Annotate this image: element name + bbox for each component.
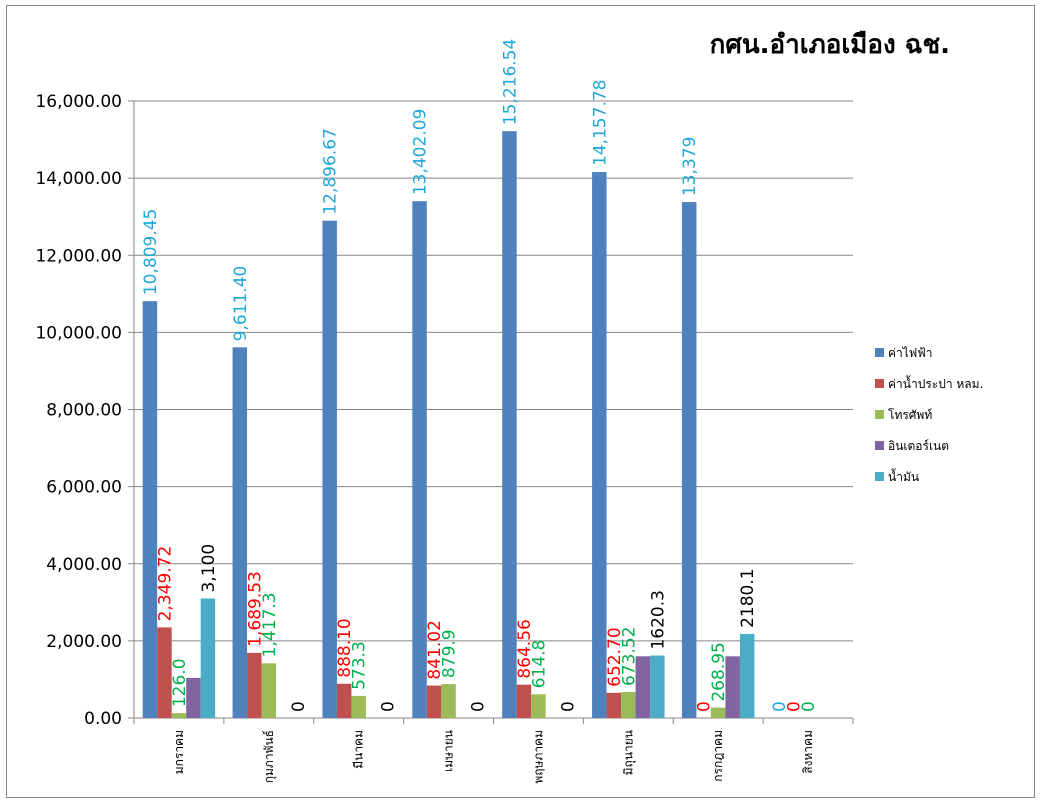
bar — [261, 663, 277, 718]
data-label: 888.10 — [335, 618, 355, 677]
bar — [606, 692, 622, 718]
bar — [681, 202, 697, 718]
labels-layer: 10,809.45 9,611.40 12,896.67 13,402.09 15,21… — [141, 39, 819, 712]
bar — [336, 683, 352, 718]
bar — [171, 713, 187, 718]
bar — [621, 692, 636, 718]
chart-svg: กศน.อำเภอเมือง ฉช. 0.00 2,000.00 4,000.00 6… — [35, 30, 983, 784]
data-label: 3,100 — [199, 544, 219, 593]
data-label: 0 — [770, 701, 790, 712]
x-category-label: กุมภาพันธ์ — [262, 730, 277, 783]
grid-layer — [134, 100, 853, 719]
x-category-label: มกราคม — [172, 730, 186, 774]
data-label: 879.9 — [440, 629, 460, 678]
bar — [157, 627, 172, 718]
y-tick-label: 4,000.00 — [46, 555, 122, 575]
y-tick-label: 12,000.00 — [35, 246, 122, 266]
data-label: 0 — [558, 701, 578, 712]
data-label: 0 — [785, 701, 805, 712]
data-label: 1,417.3 — [260, 592, 280, 657]
data-label: 13,379 — [680, 137, 700, 196]
y-tick-label: 6,000.00 — [46, 478, 122, 498]
x-category-label: เมษายน — [442, 730, 456, 772]
legend-label: ค่าไฟฟ้า — [888, 346, 933, 360]
bar — [426, 685, 442, 718]
data-label: 0 — [379, 701, 399, 712]
data-label: 0 — [289, 701, 309, 712]
data-label: 1,689.53 — [245, 571, 265, 647]
bar — [710, 707, 726, 718]
bar — [232, 347, 248, 718]
bar — [739, 633, 755, 718]
data-label: 12,896.67 — [321, 128, 341, 215]
bar — [200, 598, 216, 718]
y-tick-label: 10,000.00 — [35, 323, 122, 343]
chart-title: กศน.อำเภอเมือง ฉช. — [710, 30, 950, 60]
bars-layer — [142, 131, 755, 719]
bar — [247, 652, 262, 718]
data-label: 0 — [799, 701, 819, 712]
data-label: 673.52 — [619, 627, 639, 686]
bar — [186, 677, 201, 718]
data-label: 14,157.78 — [590, 80, 610, 167]
bar — [531, 694, 546, 718]
y-tick-label: 16,000.00 — [35, 92, 122, 112]
data-label: 2180.1 — [738, 568, 758, 627]
legend-label: โทรศัพท์ — [888, 408, 932, 422]
legend-swatch — [875, 472, 884, 481]
x-category-label: พฤษภาคม — [531, 730, 545, 784]
bar — [322, 220, 337, 718]
data-label: 268.95 — [709, 642, 729, 701]
bar — [441, 684, 456, 718]
y-tick-label: 2,000.00 — [46, 632, 122, 652]
y-tick-label: 0.00 — [84, 709, 122, 729]
legend-swatch — [875, 379, 884, 388]
x-category-label: สิงหาคม — [801, 730, 815, 774]
data-label: 10,809.45 — [141, 209, 161, 296]
data-label: 0 — [695, 701, 715, 712]
bar — [592, 172, 607, 719]
data-label: 573.3 — [350, 641, 370, 690]
bar — [351, 695, 366, 718]
data-label: 126.0 — [170, 658, 190, 707]
legend-layer: ค่าไฟฟ้าค่าน้ำประปา หลม. โทรศัพท์อินเตอร์… — [875, 346, 983, 484]
y-tick-label: 8,000.00 — [46, 401, 122, 421]
data-label: 2,349.72 — [155, 546, 175, 622]
x-category-label: มิถุนายน — [621, 730, 636, 775]
data-label: 864.56 — [515, 619, 535, 678]
data-label: 652.70 — [605, 627, 625, 686]
axis-layer: 0.00 2,000.00 4,000.00 6,000.00 8,000.00 10,0… — [35, 92, 854, 784]
bar — [502, 131, 517, 719]
legend-swatch — [875, 348, 884, 357]
x-category-label: มีนาคม — [352, 730, 366, 769]
data-label: 0 — [469, 701, 489, 712]
chart-frame: กศน.อำเภอเมือง ฉช. 0.00 2,000.00 4,000.00 6… — [6, 5, 1035, 798]
legend-swatch — [875, 410, 884, 419]
data-label: 841.02 — [425, 620, 445, 679]
bar — [725, 656, 740, 718]
data-label: 13,402.09 — [411, 109, 431, 196]
y-tick-label: 14,000.00 — [35, 169, 122, 189]
legend-label: ค่าน้ำประปา หลม. — [888, 375, 983, 391]
legend-label: น้ำมัน — [888, 468, 919, 484]
data-label: 614.8 — [529, 640, 549, 689]
data-label: 15,216.54 — [500, 39, 520, 126]
bar — [650, 655, 665, 718]
data-label: 1620.3 — [648, 590, 668, 649]
data-label: 9,611.40 — [231, 266, 251, 342]
bar — [516, 684, 532, 718]
bar — [412, 201, 427, 719]
x-category-label: กรกฎาคม — [711, 730, 725, 782]
bar — [142, 301, 158, 718]
legend-label: อินเตอร์เนต — [888, 439, 949, 453]
legend-swatch — [875, 441, 884, 450]
bar — [635, 656, 651, 718]
